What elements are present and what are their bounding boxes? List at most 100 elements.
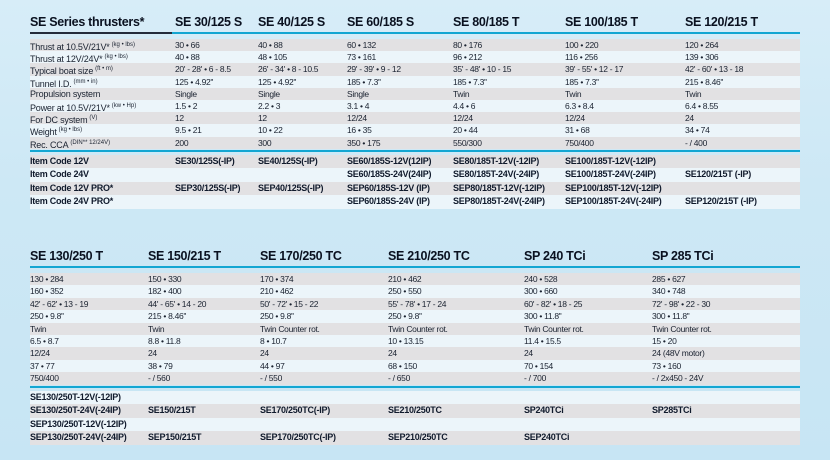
item-code-value: SEP240TCi xyxy=(524,432,570,443)
row-label: Weight (kg • lbs) xyxy=(30,127,83,138)
spec-value: 10 • 22 xyxy=(258,125,283,136)
spec-value: 80 • 176 xyxy=(453,40,482,50)
item-code-value: SEP80/185T-24V(-24IP) xyxy=(453,196,545,207)
spec-row: 250 • 9.8'' 215 • 8.46'' 250 • 9.8'' 250 • … xyxy=(30,310,800,323)
spec-value: 40 • 88 xyxy=(175,52,200,63)
spec-value: 550/300 xyxy=(453,137,482,148)
spec-value: 300 • 11.8'' xyxy=(652,311,690,322)
table2-item-code-rows: SE130/250T-12V(-12IP) SE130/250T-24V(-24I… xyxy=(30,390,800,445)
spec-value: 20 • 44 xyxy=(453,125,478,136)
spec-value: 50' - 72' • 15 - 22 xyxy=(260,298,319,309)
spec-row: 160 • 352 182 • 400 210 • 462 250 • 550 300 … xyxy=(30,285,800,298)
spec-value: 70 • 154 xyxy=(524,360,553,371)
table1-header-row: SE Series thrusters* SE 30/125 S SE 40/12… xyxy=(30,6,800,32)
spec-value: 24 xyxy=(685,113,694,124)
spec-value: 300 • 11.8'' xyxy=(524,311,562,322)
spec-value: Single xyxy=(347,88,369,99)
spec-value: 8 • 10.7 xyxy=(260,335,287,346)
spec-value: 250 • 9.8'' xyxy=(30,311,64,322)
spec-value: 68 • 150 xyxy=(388,360,417,371)
spec-value: 26' - 34' • 8 - 10.5 xyxy=(258,64,319,75)
item-code-value xyxy=(685,155,800,169)
item-code-value xyxy=(260,391,388,405)
item-code-value: SEP60/185S-24V (IP) xyxy=(347,196,430,207)
spec-value: 11.4 • 15.5 xyxy=(524,335,561,346)
spec-value: 6.3 • 8.4 xyxy=(565,100,594,111)
table1-spec-rows: Thrust at 10.5V/21V* (kg • lbs) 30 • 66 40 … xyxy=(30,39,800,150)
row-label: Thrust at 12V/24V* (kg • lbs) xyxy=(30,54,128,65)
spec-value: 139 • 306 xyxy=(685,52,719,63)
item-code-row: SEP130/250T-12V(-12IP) xyxy=(30,417,800,432)
section-rule xyxy=(30,149,800,152)
item-code-value: SEP30/125S(-IP) xyxy=(175,182,241,193)
spec-value: 185 • 7.3'' xyxy=(565,76,599,87)
spec-value: 12/24 xyxy=(347,113,367,124)
spec-value: Twin xyxy=(30,323,47,334)
item-code-value: SEP210/250TC xyxy=(388,432,448,443)
item-code-value: SEP150/215T xyxy=(148,432,202,443)
spec-row: 42' - 62' • 13 - 19 44' - 65' • 14 - 20 50… xyxy=(30,297,800,311)
spec-value: 42' - 62' • 13 - 19 xyxy=(30,298,89,309)
spec-value: 12 xyxy=(175,113,184,124)
item-code-row: Item Code 24V SE60/185S-24V(24IP) SE80/185… xyxy=(30,168,800,182)
spec-value: 73 • 161 xyxy=(347,52,376,63)
item-code-value: SE130/250T-24V(-24IP) xyxy=(30,405,121,416)
spec-value: 24 xyxy=(260,348,269,359)
item-code-value: SE60/185S-12V(12IP) xyxy=(347,155,432,166)
spec-value: Twin Counter rot. xyxy=(524,323,584,334)
spec-value: 8.8 • 11.8 xyxy=(148,335,181,346)
item-code-value: SE80/185T-24V(-24IP) xyxy=(453,169,540,180)
spec-row: Rec. CCA (DIN** 12/24V) 200 300 350 • 175 550… xyxy=(30,136,800,150)
spec-value: - / 700 xyxy=(524,373,546,384)
column-header: SP 240 TCi xyxy=(524,249,586,263)
spec-value: 12/24 xyxy=(453,113,473,124)
spec-value: 300 xyxy=(258,137,272,148)
column-header: SP 285 TCi xyxy=(652,249,714,263)
item-code-value xyxy=(524,391,652,405)
spec-value: 48 • 105 xyxy=(258,52,287,63)
spec-value: 42' - 60' • 13 - 18 xyxy=(685,64,744,75)
spec-value: 182 • 400 xyxy=(148,286,182,297)
spec-value: 1.5 • 2 xyxy=(175,100,198,111)
spec-value: 750/400 xyxy=(30,373,59,384)
spec-value: 38 • 79 xyxy=(148,360,173,371)
spec-value: 55' - 78' • 17 - 24 xyxy=(388,298,447,309)
spec-row: 750/400 - / 560 - / 550 - / 650 - / 700 - / 2… xyxy=(30,372,800,385)
item-code-value: SE100/185T-24V(-24IP) xyxy=(565,169,656,180)
spec-value: 24 (48V motor) xyxy=(652,348,705,359)
table1-title: SE Series thrusters* xyxy=(30,15,145,29)
spec-value: 6.5 • 8.7 xyxy=(30,335,59,346)
row-label-unit: (kg • lbs) xyxy=(111,42,135,48)
item-code-row: SE130/250T-24V(-24IP) SE150/215T SE170/250… xyxy=(30,404,800,418)
title-underline xyxy=(30,32,172,34)
spec-value: 125 • 4.92'' xyxy=(175,76,214,87)
spec-value: 73 • 160 xyxy=(652,360,681,371)
header-rule xyxy=(30,32,800,34)
spec-value: 125 • 4.92'' xyxy=(258,76,297,87)
item-code-value: SEP100/185T-12V(-12IP) xyxy=(565,182,662,193)
spec-value: 130 • 284 xyxy=(30,274,64,284)
spec-value: 60 • 132 xyxy=(347,40,376,50)
se-sp-large-spec-table: SE 130/250 T SE 150/215 T SE 170/250 TC SE … xyxy=(30,240,800,445)
row-label: For DC system (V) xyxy=(30,115,98,126)
spec-value: 31 • 68 xyxy=(565,125,590,136)
item-code-value: SE40/125S(-IP) xyxy=(258,155,318,166)
row-label: Propulsion system xyxy=(30,88,101,99)
item-code-value xyxy=(388,391,524,405)
spec-value: 250 • 9.8'' xyxy=(388,311,422,322)
spec-row: 6.5 • 8.7 8.8 • 11.8 8 • 10.7 10 • 13.15 11.… xyxy=(30,334,800,348)
item-code-row: Item Code 12V SE30/125S(-IP) SE40/125S(-IP… xyxy=(30,154,800,169)
spec-value: - / 650 xyxy=(388,373,410,384)
column-header: SE 130/250 T xyxy=(30,249,103,263)
header-rule xyxy=(30,266,800,268)
spec-value: 96 • 212 xyxy=(453,52,482,63)
spec-value: 210 • 462 xyxy=(260,286,294,297)
spec-value: 240 • 528 xyxy=(524,274,558,284)
spec-value: 44' - 65' • 14 - 20 xyxy=(148,298,207,309)
row-label-unit: (kw • Hp) xyxy=(111,102,137,109)
spec-value: 24 xyxy=(388,348,397,359)
spec-value: Twin xyxy=(565,88,582,99)
spec-value: - / 2x450 - 24V xyxy=(652,373,704,384)
column-header: SE 60/185 S xyxy=(347,15,414,29)
row-label: Tunnel I.D. (mm • in) xyxy=(30,78,98,89)
